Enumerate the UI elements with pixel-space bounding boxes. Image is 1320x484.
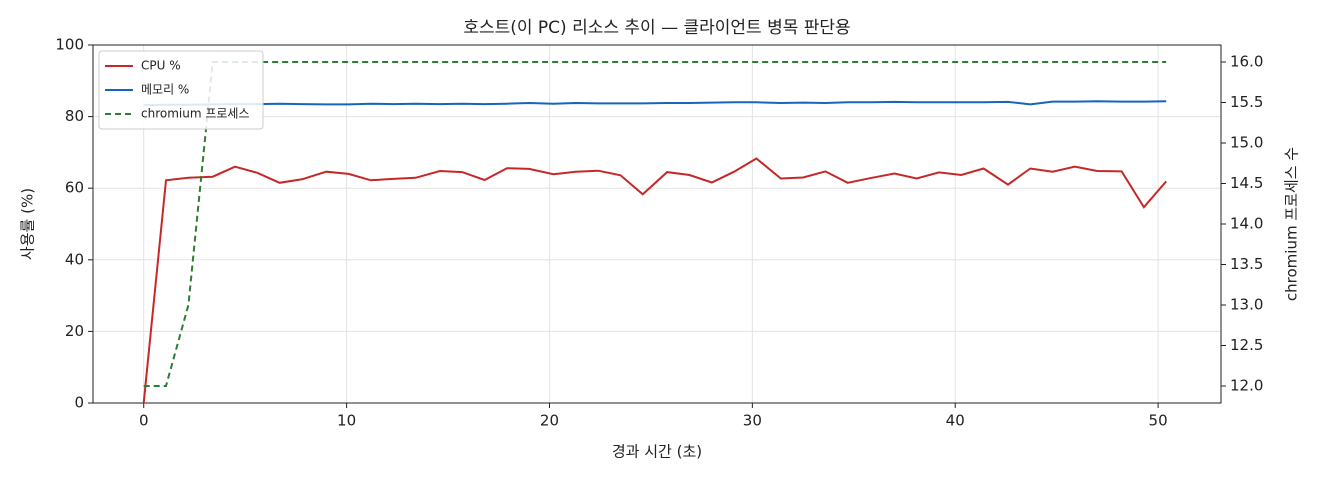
series-line xyxy=(142,157,1167,404)
y2-tick-label: 13.5 xyxy=(1230,255,1263,273)
y-tick-label: 0 xyxy=(74,394,84,412)
x-tick-label: 50 xyxy=(1149,412,1168,430)
y2-tick-label: 12.0 xyxy=(1230,376,1263,394)
legend-label: chromium 프로세스 xyxy=(141,107,250,121)
y2-axis-label: chromium 프로세스 수 xyxy=(1283,147,1301,301)
x-tick-label: 40 xyxy=(946,412,965,430)
y2-tick-label: 15.0 xyxy=(1230,134,1263,152)
plot-frame xyxy=(92,44,1222,404)
y2-tick-label: 16.0 xyxy=(1230,53,1263,71)
x-tick-label: 30 xyxy=(743,412,762,430)
x-axis-label: 경과 시간 (초) xyxy=(612,443,702,461)
legend: CPU % 메모리 % chromium 프로세스 xyxy=(98,50,264,130)
y-axis-label: 사용률 (%) xyxy=(19,188,37,260)
legend-label: 메모리 % xyxy=(141,83,189,97)
series-line xyxy=(143,61,1167,387)
y2-tick-label: 14.5 xyxy=(1230,174,1263,192)
y2-tick-label: 14.0 xyxy=(1230,215,1263,233)
y-tick-label: 20 xyxy=(65,322,84,340)
y-tick-label: 40 xyxy=(65,250,84,268)
legend-box xyxy=(98,50,264,130)
y2-tick-label: 12.5 xyxy=(1230,336,1263,354)
y2-tick-label: 15.5 xyxy=(1230,93,1263,111)
x-tick-label: 0 xyxy=(139,412,149,430)
legend-label: CPU % xyxy=(141,59,181,73)
x-tick-label: 10 xyxy=(337,412,356,430)
y-tick-label: 80 xyxy=(65,107,84,125)
y-tick-label: 100 xyxy=(55,36,84,54)
y-tick-label: 60 xyxy=(65,179,84,197)
x-tick-label: 20 xyxy=(540,412,559,430)
series-line xyxy=(143,100,1167,107)
chart-title: 호스트(이 PC) 리소스 추이 — 클라이언트 병목 판단용 xyxy=(463,18,850,38)
y2-tick-label: 13.0 xyxy=(1230,295,1263,313)
